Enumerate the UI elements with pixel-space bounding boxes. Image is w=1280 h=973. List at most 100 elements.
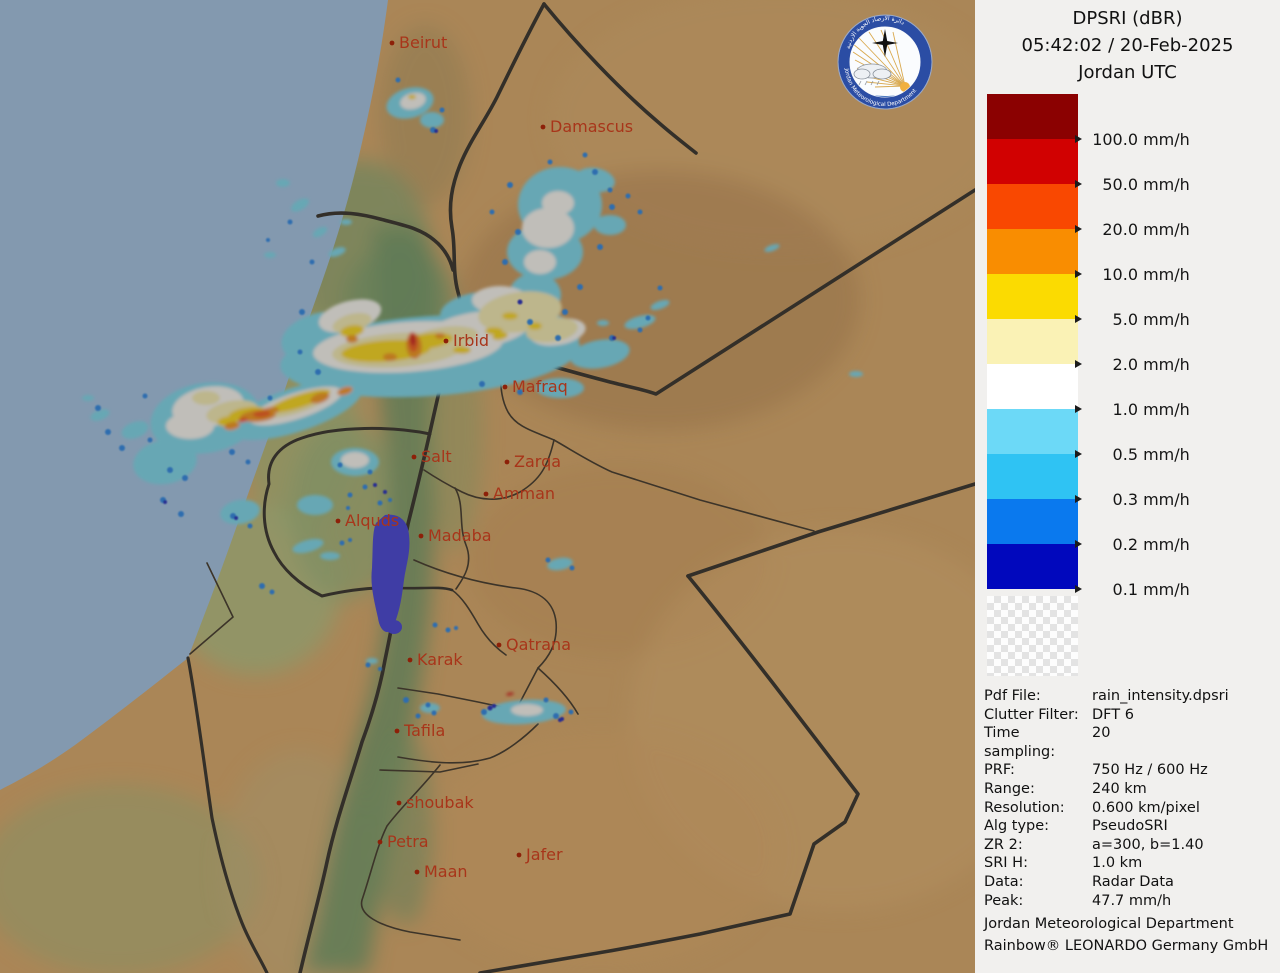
city-maan: Maan — [414, 862, 468, 881]
credit-line-rainbow: Rainbow® LEONARDO Germany GmbH — [984, 938, 1269, 955]
city-marker-dot — [396, 800, 402, 806]
city-marker-dot — [516, 852, 522, 858]
legend-tick-arrow-icon — [1075, 270, 1082, 278]
metadata-row: Data: Radar Data — [984, 873, 1276, 892]
legend-label-0.1: 0.1 mm/h — [1075, 579, 1190, 599]
metadata-row: Peak: 47.7 mm/h — [984, 892, 1276, 911]
city-shoubak: shoubak — [396, 793, 474, 812]
city-karak: Karak — [407, 650, 463, 669]
city-tafila: Tafila — [394, 721, 445, 740]
city-label: Petra — [387, 832, 429, 851]
intensity-legend: 100.0 mm/h 50.0 mm/h 20.0 mm/h 10.0 mm/h 5.0… — [975, 0, 1280, 700]
metadata-value: rain_intensity.dpsri — [1092, 688, 1229, 704]
metadata-row: SRI H: 1.0 km — [984, 854, 1276, 873]
city-damascus: Damascus — [540, 117, 633, 136]
legend-label-5.0: 5.0 mm/h — [1075, 309, 1190, 329]
metadata-row: Time sampling: 20 — [984, 724, 1276, 761]
legend-label-0.3: 0.3 mm/h — [1075, 489, 1190, 509]
city-marker-dot — [496, 642, 502, 648]
metadata-value: PseudoSRI — [1092, 818, 1168, 835]
city-marker-dot — [414, 869, 420, 875]
city-marker-dot — [504, 459, 510, 465]
legend-tick-arrow-icon — [1075, 315, 1082, 323]
city-jafer: Jafer — [516, 845, 563, 864]
metadata-label: Pdf File: — [984, 688, 1041, 704]
dead-sea — [371, 514, 410, 633]
metadata-row: ZR 2: a=300, b=1.40 — [984, 836, 1276, 855]
city-label: Salt — [421, 447, 452, 466]
city-label: Jafer — [525, 845, 563, 864]
metadata-label: Peak: — [984, 892, 1024, 909]
city-marker-dot — [389, 40, 395, 46]
credits: Jordan Meteorological Department Rainbow… — [984, 913, 1276, 957]
metadata-value: 1.0 km — [1092, 855, 1143, 872]
cloud-icon — [853, 63, 892, 80]
product-title: DPSRI (dBR) — [1072, 8, 1183, 29]
city-marker-dot — [377, 839, 383, 845]
compass-star-icon — [872, 29, 898, 57]
legend-color-2.0 — [987, 319, 1078, 364]
metadata-label: Resolution: — [984, 799, 1065, 816]
city-qatrana: Qatrana — [496, 635, 571, 654]
metadata-value: 0.600 km/pixel — [1092, 799, 1200, 816]
jmd-logo: دائرة الارصاد الجوية الاردنية Jordan Met… — [837, 14, 933, 110]
legend-color-5.0 — [987, 274, 1078, 319]
city-beirut: Beirut — [389, 33, 447, 52]
timezone-label: Jordan UTC — [1078, 62, 1177, 83]
metadata-row: Alg type: PseudoSRI — [984, 817, 1276, 836]
city-label: shoubak — [406, 793, 474, 812]
city-zarqa: Zarqa — [504, 452, 561, 471]
legend-label-1.0: 1.0 mm/h — [1075, 399, 1190, 419]
city-amman: Amman — [483, 484, 555, 503]
city-madaba: Madaba — [418, 526, 492, 545]
legend-label-100.0: 100.0 mm/h — [1075, 129, 1190, 149]
rain-speckles — [95, 77, 663, 722]
city-label: Beirut — [399, 33, 447, 52]
city-label: Alquds — [345, 511, 399, 530]
legend-color-100.0 — [987, 94, 1078, 139]
city-marker-dot — [407, 657, 413, 663]
legend-transparent-swatch — [987, 596, 1078, 676]
city-label: Zarqa — [514, 452, 561, 471]
legend-color-0.1 — [987, 544, 1078, 589]
city-alquds: Alquds — [335, 511, 399, 530]
metadata-value: 750 Hz / 600 Hz — [1092, 762, 1208, 779]
metadata-label: SRI H: — [984, 855, 1028, 872]
city-label: Mafraq — [512, 377, 568, 396]
metadata-row: PRF: 750 Hz / 600 Hz — [984, 761, 1276, 780]
city-label: Tafila — [403, 721, 445, 740]
metadata-label: Clutter Filter: — [984, 706, 1079, 723]
rain-dashes — [858, 80, 880, 86]
legend-tick-arrow-icon — [1075, 180, 1082, 188]
legend-color-10.0 — [987, 229, 1078, 274]
city-marker-dot — [418, 533, 424, 539]
metadata-value: a=300, b=1.40 — [1092, 836, 1204, 853]
legend-tick-arrow-icon — [1075, 585, 1082, 593]
metadata-value: 47.7 mm/h — [1092, 892, 1172, 909]
legend-label-10.0: 10.0 mm/h — [1075, 264, 1190, 284]
metadata-value: 20 — [1092, 725, 1111, 742]
metadata-rows: Pdf File: rain_intensity.dpsri Clutter Fil… — [984, 687, 1276, 910]
city-labels-layer: Beirut Damascus Irbid Mafraq Salt Zarqa Amman A… — [335, 33, 633, 881]
city-label: Damascus — [550, 117, 633, 136]
legend-label-50.0: 50.0 mm/h — [1075, 174, 1190, 194]
timestamp: 05:42:02 / 20-Feb-2025 — [1021, 35, 1234, 56]
legend-color-0.2 — [987, 499, 1078, 544]
metadata-label: Alg type: — [984, 818, 1050, 835]
radar-map: Beirut Damascus Irbid Mafraq Salt Zarqa Amman A… — [0, 0, 1050, 973]
legend-tick-arrow-icon — [1075, 450, 1082, 458]
city-label: Madaba — [428, 526, 492, 545]
sidebar-panel: DPSRI (dBR) 05:42:02 / 20-Feb-2025 Jorda… — [975, 0, 1280, 973]
legend-colorbar — [987, 94, 1078, 589]
legend-tick-arrow-icon — [1075, 135, 1082, 143]
metadata-label: PRF: — [984, 762, 1015, 779]
legend-tick-arrow-icon — [1075, 360, 1082, 368]
governorate-borders — [189, 349, 815, 941]
metadata-label: Range: — [984, 780, 1035, 797]
city-label: Qatrana — [506, 635, 571, 654]
legend-tick-arrow-icon — [1075, 225, 1082, 233]
city-label: Irbid — [453, 331, 489, 350]
city-irbid: Irbid — [443, 331, 489, 350]
city-marker-dot — [443, 338, 449, 344]
